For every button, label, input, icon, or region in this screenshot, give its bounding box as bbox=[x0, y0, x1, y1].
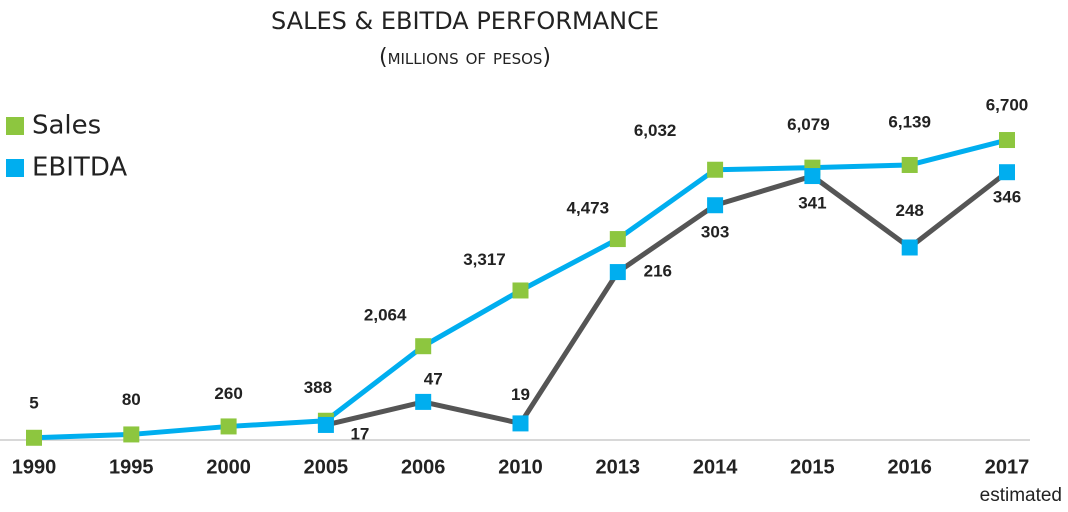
legend-swatch bbox=[6, 159, 24, 177]
data-label: 2,064 bbox=[364, 306, 407, 325]
x-tick-label: 2006 bbox=[401, 456, 446, 478]
legend-swatch bbox=[6, 117, 24, 135]
marker bbox=[609, 231, 626, 248]
marker bbox=[317, 416, 334, 433]
chart-subtitle: (millions of pesos) bbox=[379, 45, 551, 70]
marker bbox=[220, 418, 237, 435]
data-label: 6,700 bbox=[986, 96, 1029, 115]
data-label: 260 bbox=[214, 384, 242, 403]
chart-title: SALES & EBITDA PERFORMANCE bbox=[271, 7, 659, 35]
data-label: 6,139 bbox=[888, 112, 931, 131]
data-label: 388 bbox=[304, 378, 332, 397]
data-label: 216 bbox=[644, 262, 672, 281]
marker bbox=[512, 282, 529, 299]
x-tick-label: 2015 bbox=[790, 456, 835, 478]
x-tick-label: 2017 bbox=[985, 456, 1030, 478]
x-tick-label: 2005 bbox=[304, 456, 349, 478]
marker bbox=[999, 132, 1015, 149]
data-label: 4,473 bbox=[567, 199, 610, 218]
marker bbox=[415, 393, 432, 410]
data-label: 19 bbox=[511, 385, 530, 404]
marker bbox=[901, 239, 918, 256]
data-label: 5 bbox=[29, 393, 38, 412]
marker bbox=[804, 168, 821, 185]
data-label: 6,079 bbox=[787, 115, 830, 134]
x-tick-label: 2013 bbox=[596, 456, 641, 478]
data-label: 47 bbox=[424, 369, 443, 388]
data-label: 341 bbox=[798, 194, 826, 213]
x-tick-label: 2014 bbox=[693, 456, 738, 478]
x-tick-label: 1995 bbox=[109, 456, 154, 478]
marker bbox=[999, 164, 1015, 181]
marker bbox=[415, 338, 432, 355]
data-label: 6,032 bbox=[634, 121, 677, 140]
annotation: estimated bbox=[980, 485, 1062, 506]
legend-label: Sales bbox=[32, 111, 101, 141]
x-tick-label: 2010 bbox=[498, 456, 543, 478]
data-label: 303 bbox=[701, 223, 729, 242]
marker bbox=[901, 156, 918, 173]
x-tick-label: 1990 bbox=[12, 456, 57, 478]
series-line bbox=[325, 170, 1009, 428]
x-tick-label: 2000 bbox=[206, 456, 251, 478]
data-label: 17 bbox=[350, 424, 369, 443]
marker bbox=[707, 197, 724, 214]
data-label: 80 bbox=[122, 390, 141, 409]
data-label: 248 bbox=[896, 201, 924, 220]
marker bbox=[123, 426, 140, 443]
marker bbox=[26, 429, 42, 446]
data-label: 3,317 bbox=[463, 250, 506, 269]
marker bbox=[707, 161, 724, 178]
marker bbox=[512, 415, 529, 432]
x-tick-label: 2016 bbox=[887, 456, 932, 478]
legend-label: EBITDA bbox=[32, 153, 127, 183]
marker bbox=[609, 264, 626, 281]
data-label: 346 bbox=[993, 188, 1021, 207]
